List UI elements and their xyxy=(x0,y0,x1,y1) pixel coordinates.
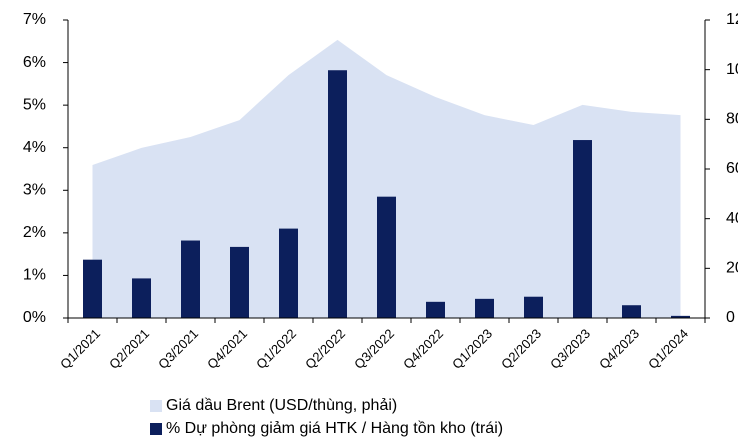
legend-label: % Dự phòng giảm giá HTK / Hàng tồn kho (… xyxy=(166,420,503,437)
x-tick-label: Q4/2021 xyxy=(204,326,250,372)
legend-swatch xyxy=(150,423,162,435)
bar xyxy=(132,278,151,318)
bar xyxy=(377,196,396,318)
x-tick-label: Q2/2021 xyxy=(106,326,152,372)
y-tick-label: 7% xyxy=(23,11,46,28)
y2-tick-label: 40 xyxy=(726,210,738,227)
bar xyxy=(426,301,445,318)
x-tick-label: Q3/2022 xyxy=(351,326,397,372)
bar xyxy=(622,305,641,318)
bar xyxy=(181,240,200,318)
bar xyxy=(524,296,543,318)
y-tick-label: 6% xyxy=(23,54,46,71)
x-tick-label: Q2/2022 xyxy=(302,326,348,372)
y2-tick-label: 0 xyxy=(726,309,735,326)
x-tick-label: Q4/2023 xyxy=(596,326,642,372)
x-tick-label: Q3/2023 xyxy=(547,326,593,372)
bar xyxy=(279,228,298,318)
y-tick-label: 1% xyxy=(23,267,46,284)
legend-swatch xyxy=(150,400,162,412)
x-tick-label: Q1/2022 xyxy=(253,326,299,372)
y-tick-label: 5% xyxy=(23,96,46,113)
y2-tick-label: 80 xyxy=(726,111,738,128)
y2-tick-label: 120 xyxy=(726,11,738,28)
x-tick-label: Q1/2024 xyxy=(645,326,691,372)
y-tick-label: 4% xyxy=(23,139,46,156)
y-tick-label: 2% xyxy=(23,224,46,241)
y2-tick-label: 100 xyxy=(726,61,738,78)
y2-tick-label: 20 xyxy=(726,260,738,277)
bar xyxy=(328,70,347,318)
bar xyxy=(83,259,102,318)
x-tick-label: Q3/2021 xyxy=(155,326,201,372)
x-tick-label: Q1/2023 xyxy=(449,326,495,372)
x-tick-label: Q4/2022 xyxy=(400,326,446,372)
bar xyxy=(573,140,592,318)
bar xyxy=(475,298,494,318)
x-tick-label: Q1/2021 xyxy=(57,326,103,372)
legend-label: Giá dầu Brent (USD/thùng, phải) xyxy=(166,397,397,414)
y-tick-label: 3% xyxy=(23,182,46,199)
x-tick-label: Q2/2023 xyxy=(498,326,544,372)
y-tick-label: 0% xyxy=(23,309,46,326)
bar xyxy=(671,315,690,318)
y2-tick-label: 60 xyxy=(726,160,738,177)
bar xyxy=(230,246,249,318)
